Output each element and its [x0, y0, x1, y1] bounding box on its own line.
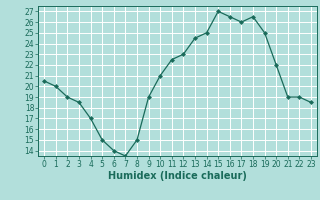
X-axis label: Humidex (Indice chaleur): Humidex (Indice chaleur): [108, 171, 247, 181]
